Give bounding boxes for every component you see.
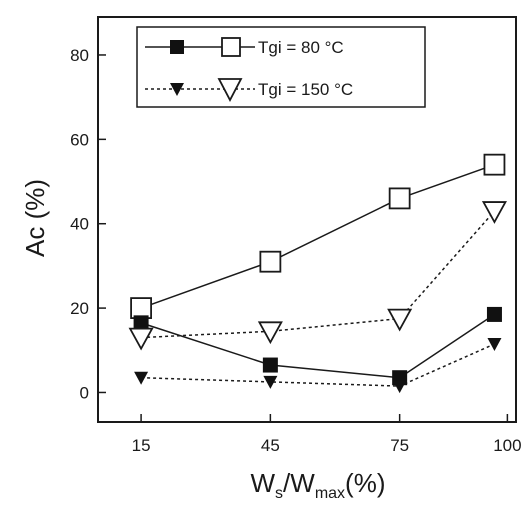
x-axis-title-main: W [251, 468, 276, 498]
marker-s0-p2 [388, 187, 411, 210]
y-axis-title: Ac (%) [20, 179, 50, 257]
marker-s0-p1 [259, 250, 282, 273]
y-tick-label-4: 80 [70, 46, 89, 65]
marker-s2-p1 [257, 321, 283, 345]
x-tick-label-1: 45 [261, 436, 280, 455]
marker-s1-p0 [133, 315, 149, 331]
x-axis-title-sub2: max [315, 485, 345, 502]
x-tick-label-3: 100 [493, 436, 521, 455]
x-tick-label-0: 15 [132, 436, 151, 455]
legend-marker-150-open [217, 78, 243, 102]
y-tick-label-3: 60 [70, 130, 89, 149]
marker-s3-p1 [263, 375, 278, 389]
marker-s1-p1 [262, 357, 278, 373]
marker-s1-p3 [486, 306, 502, 322]
marker-s2-p3 [481, 201, 507, 224]
y-tick-label-0: 0 [80, 383, 89, 402]
legend: Tgi = 80 °C Tgi = 150 °C [136, 26, 426, 108]
marker-s3-p0 [134, 371, 149, 385]
legend-marker-80-open [221, 37, 241, 57]
marker-s0-p0 [130, 297, 152, 319]
legend-box [136, 26, 426, 108]
legend-label-80: Tgi = 80 °C [258, 38, 344, 57]
series-line-3 [141, 343, 495, 387]
series-line-1 [140, 313, 495, 379]
series-lines [140, 163, 496, 387]
x-axis-title: Ws/Wmax(%) [251, 468, 386, 502]
axis-ticks: 0 20 40 60 80 15 45 75 100 [70, 46, 521, 455]
x-axis-title-slash: /W [283, 468, 315, 498]
marker-s2-p2 [387, 308, 413, 332]
legend-marker-150-filled [170, 83, 184, 96]
y-tick-label-2: 40 [70, 215, 89, 234]
series-markers [128, 153, 507, 394]
x-axis-title-tail: (%) [345, 468, 385, 498]
legend-marker-80-filled [170, 40, 184, 54]
marker-s2-p0 [128, 327, 154, 351]
legend-label-150: Tgi = 150 °C [258, 80, 353, 99]
x-tick-label-2: 75 [390, 436, 409, 455]
plot-frame [97, 16, 517, 423]
marker-s3-p3 [487, 337, 502, 351]
y-tick-label-1: 20 [70, 299, 89, 318]
marker-s0-p3 [483, 153, 506, 176]
x-axis-title-sub1: s [275, 485, 283, 502]
series-line-0 [140, 163, 495, 309]
series-line-2 [141, 210, 496, 339]
marker-s3-p2 [392, 380, 407, 394]
